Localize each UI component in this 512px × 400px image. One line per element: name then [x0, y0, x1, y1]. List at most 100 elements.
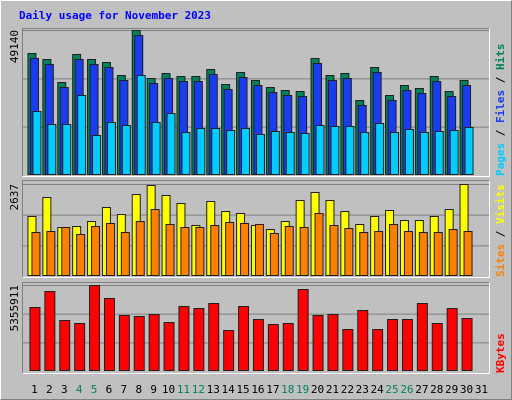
bar — [327, 314, 339, 371]
x-tick-label: 23 — [356, 383, 369, 396]
bar — [433, 232, 443, 277]
x-tick-label: 18 — [281, 383, 294, 396]
bar — [31, 232, 41, 277]
bar — [178, 306, 190, 371]
bar — [210, 224, 220, 277]
x-tick-label: 15 — [236, 383, 249, 396]
bar — [389, 224, 399, 277]
bar — [342, 329, 354, 372]
bar — [299, 227, 309, 276]
bar — [374, 230, 384, 276]
bar — [195, 227, 205, 276]
bar — [255, 133, 265, 175]
bar — [193, 308, 205, 371]
x-tick-label: 30 — [460, 383, 473, 396]
legend-entry: KBytes — [494, 333, 507, 373]
panel-edge-light — [22, 28, 490, 177]
y-tick-label: 5355911 — [8, 285, 21, 331]
x-tick-label: 3 — [61, 383, 68, 396]
chart-title: Daily usage for November 2023 — [19, 9, 211, 22]
bar — [120, 232, 130, 277]
panel-edge-light — [22, 180, 490, 278]
bar — [208, 303, 220, 371]
bar — [211, 128, 221, 176]
legend: Pages / Files / Hits — [494, 44, 507, 177]
bar — [166, 112, 176, 175]
bar — [62, 123, 72, 175]
x-tick-label: 22 — [341, 383, 354, 396]
bar — [329, 224, 339, 277]
x-tick-label: 29 — [445, 383, 458, 396]
bar — [106, 121, 116, 175]
x-tick-label: 31 — [475, 383, 488, 396]
bar — [357, 310, 369, 371]
bar — [416, 303, 428, 371]
x-tick-label: 2 — [46, 383, 53, 396]
panel-edge-dark — [22, 180, 490, 278]
bar — [267, 324, 279, 372]
bar — [163, 322, 175, 372]
bar — [47, 123, 57, 175]
x-tick-label: 10 — [162, 383, 175, 396]
x-tick-label: 20 — [311, 383, 324, 396]
bar — [297, 289, 309, 372]
x-tick-label: 8 — [135, 383, 142, 396]
x-tick-label: 21 — [326, 383, 339, 396]
bar — [463, 230, 473, 276]
bar — [103, 298, 115, 371]
x-tick-label: 28 — [430, 383, 443, 396]
bar — [59, 320, 71, 372]
bar — [431, 323, 443, 372]
bar — [136, 74, 146, 175]
bar — [226, 130, 236, 176]
legend-entry: Files — [494, 90, 507, 123]
bar — [121, 124, 131, 175]
bar — [448, 229, 458, 277]
bar — [464, 127, 474, 175]
bar — [150, 209, 160, 276]
bar — [282, 323, 294, 372]
bar — [401, 319, 413, 371]
bar — [312, 315, 324, 371]
bar — [223, 330, 235, 372]
panel-edge-light — [22, 282, 490, 374]
x-tick-label: 19 — [296, 383, 309, 396]
bar — [241, 128, 251, 176]
bar — [46, 230, 56, 276]
bar — [375, 122, 385, 175]
bar — [44, 291, 56, 371]
bar — [270, 130, 280, 175]
x-tick-label: 26 — [400, 383, 413, 396]
legend-entry: Pages — [494, 143, 507, 176]
bar — [225, 221, 235, 277]
bar — [89, 285, 101, 371]
bar — [151, 121, 161, 175]
legend-separator: / — [494, 123, 507, 143]
x-tick-label: 17 — [266, 383, 279, 396]
bar — [32, 110, 42, 175]
bar — [330, 125, 340, 175]
bar — [345, 125, 355, 175]
x-tick-label: 5 — [91, 383, 98, 396]
bar — [240, 223, 250, 276]
x-tick-label: 25 — [385, 383, 398, 396]
bar — [449, 130, 459, 176]
y-tick-label: 49140 — [8, 30, 21, 63]
legend-separator: / — [494, 70, 507, 90]
x-tick-label: 6 — [106, 383, 113, 396]
x-tick-label: 12 — [192, 383, 205, 396]
bar — [461, 318, 473, 371]
x-tick-label: 4 — [76, 383, 83, 396]
bar — [76, 233, 86, 276]
bar — [315, 124, 325, 175]
bar — [446, 308, 458, 371]
bar — [360, 131, 370, 175]
bar — [372, 329, 384, 372]
bar — [300, 132, 310, 175]
legend: KBytes — [494, 333, 507, 373]
legend-entry: Sites — [494, 244, 507, 277]
bar — [77, 94, 87, 175]
x-tick-label: 24 — [371, 383, 385, 396]
